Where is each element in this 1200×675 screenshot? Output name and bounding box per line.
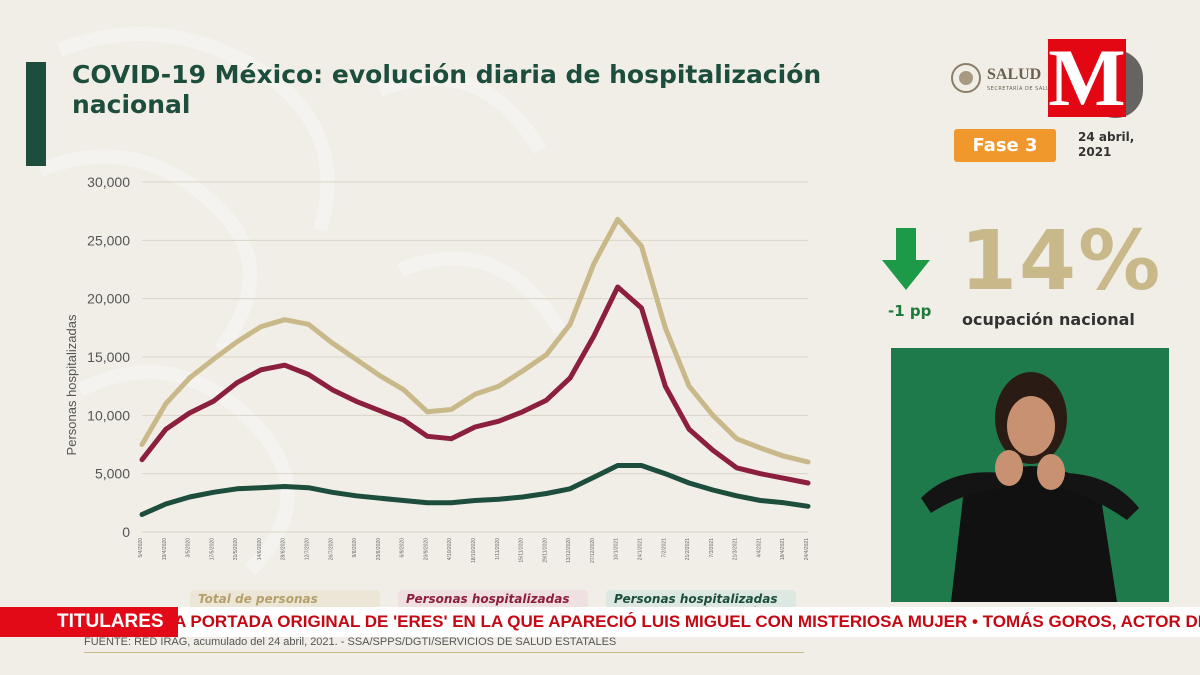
ticker-track: [170, 607, 1200, 637]
x-tick-label: 17/5/2020: [209, 538, 215, 560]
y-axis-ticks: 0 5,000 10,000 15,000 20,000 25,000 30,000: [87, 174, 130, 540]
x-tick-label: 4/4/2021: [756, 538, 762, 558]
x-tick-label: 18/4/2021: [780, 538, 786, 560]
x-tick-label: 19/4/2020: [162, 538, 168, 560]
news-ticker: A PORTADA ORIGINAL DE 'ERES' EN LA QUE A…: [0, 607, 1200, 637]
x-tick-label: 23/8/2020: [376, 538, 382, 560]
x-tick-label: 12/7/2020: [305, 538, 311, 560]
footer-divider: [84, 652, 804, 653]
page-title: COVID-19 México: evolución diaria de hos…: [72, 60, 822, 119]
x-tick-label: 27/12/2020: [590, 538, 596, 563]
y-tick-label: 0: [122, 524, 130, 540]
source-note: FUENTE: RED IRAG, acumulado del 24 abril…: [84, 636, 617, 648]
series-line-1: [139, 216, 811, 465]
x-axis-ticks: 5/4/2020 19/4/2020 3/5/2020 17/5/2020 31/5/2…: [138, 538, 810, 563]
salud-logo-text: SALUD: [987, 66, 1042, 83]
broadcaster-logo: M: [1048, 32, 1126, 123]
x-tick-label: 26/7/2020: [328, 538, 334, 560]
report-date: 24 abril, 2021: [1078, 130, 1135, 159]
x-tick-label: 21/2/2021: [685, 538, 691, 560]
x-tick-label: 21/3/2021: [733, 538, 739, 560]
x-tick-label: 15/11/2020: [519, 538, 525, 563]
x-tick-label: 4/10/2020: [447, 538, 453, 560]
x-tick-label: 3/5/2020: [186, 538, 192, 558]
ticker-label: TITULARES: [0, 607, 178, 637]
y-tick-label: 20,000: [87, 291, 130, 307]
series-line-3: [139, 463, 811, 517]
x-tick-label: 1/11/2020: [495, 538, 501, 560]
series-line-2: [139, 284, 811, 486]
x-tick-label: 18/10/2020: [471, 538, 477, 563]
y-tick-label: 15,000: [87, 349, 130, 365]
x-tick-label: 7/3/2021: [709, 538, 715, 558]
x-tick-label: 9/8/2020: [352, 538, 358, 558]
y-tick-label: 5,000: [95, 466, 130, 482]
x-tick-label: 24/4/2021: [804, 538, 810, 560]
x-tick-label: 10/1/2021: [614, 538, 620, 560]
title-accent-bar: [26, 62, 46, 166]
sign-language-interpreter-video: [891, 348, 1169, 602]
x-tick-label: 20/9/2020: [423, 538, 429, 560]
x-tick-label: 14/6/2020: [257, 538, 263, 560]
x-tick-label: 24/1/2021: [638, 538, 644, 560]
chart-series: [139, 216, 811, 517]
hospitalization-chart: 0 5,000 10,000 15,000 20,000 25,000 30,000 Per…: [64, 174, 811, 563]
y-axis-label: Personas hospitalizadas: [64, 314, 79, 455]
salud-seal-icon: [951, 63, 981, 93]
x-tick-label: 7/2/2021: [661, 538, 667, 558]
phase-badge: Fase 3: [954, 129, 1056, 162]
chart-grid: [142, 181, 808, 533]
x-tick-label: 6/9/2020: [400, 538, 406, 558]
y-tick-label: 25,000: [87, 232, 130, 248]
interpreter-figure: [921, 372, 1139, 602]
occupancy-value: 14%: [960, 214, 1163, 309]
ticker-headline: A PORTADA ORIGINAL DE 'ERES' EN LA QUE A…: [174, 612, 1200, 631]
x-tick-label: 13/12/2020: [566, 538, 572, 563]
x-tick-label: 5/4/2020: [138, 538, 144, 558]
occupancy-change: -1 pp: [888, 302, 932, 320]
background-ornament: [37, 27, 567, 575]
salud-logo-subtitle: SECRETARÍA DE SALUD: [987, 86, 1055, 92]
occupancy-label: ocupación nacional: [962, 310, 1135, 329]
x-tick-label: 29/11/2020: [542, 538, 548, 563]
arrow-down-icon: [882, 228, 930, 290]
x-tick-label: 31/5/2020: [233, 538, 239, 560]
y-tick-label: 30,000: [87, 174, 130, 190]
x-tick-label: 28/6/2020: [281, 538, 287, 560]
y-tick-label: 10,000: [87, 407, 130, 423]
